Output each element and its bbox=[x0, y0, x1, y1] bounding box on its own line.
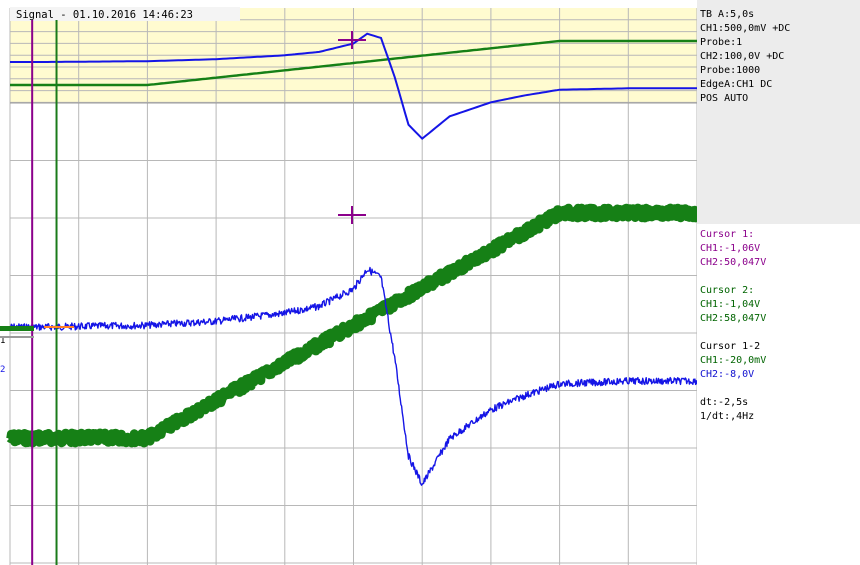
info-panel: TB A:5,0s CH1:500,0mV +DC Probe:1 CH2:10… bbox=[697, 0, 860, 565]
ch2-probe-label: Probe:1000 bbox=[700, 65, 761, 76]
ch2-marker-label: 2 bbox=[0, 365, 5, 375]
timebase-label: TB A:5,0s bbox=[700, 9, 755, 20]
settings-panel: TB A:5,0s CH1:500,0mV +DC Probe:1 CH2:10… bbox=[697, 0, 860, 224]
cursor2-ch2: CH2:58,047V bbox=[700, 313, 767, 324]
cursor2-title: Cursor 2: bbox=[700, 285, 755, 296]
overview-ch2-trace bbox=[10, 39, 697, 87]
position-label: POS AUTO bbox=[700, 93, 749, 104]
cursor1-ch1: CH1:-1,06V bbox=[700, 243, 761, 254]
overview-ch1-trace bbox=[10, 32, 697, 141]
main-traces bbox=[6, 31, 702, 486]
ch1-trace bbox=[9, 266, 698, 486]
cursor-diff-title: Cursor 1-2 bbox=[700, 341, 761, 352]
overview-traces bbox=[10, 32, 697, 141]
title-text: Signal - 01.10.2016 14:46:23 bbox=[16, 9, 193, 21]
ch2-trace bbox=[6, 203, 702, 448]
title-bar bbox=[10, 7, 240, 21]
ch1-marker-label: 1 bbox=[0, 336, 5, 346]
channel-markers: 1 2 bbox=[0, 326, 34, 375]
cursor-lines[interactable] bbox=[31, 20, 74, 565]
trigger-label: EdgeA:CH1 DC bbox=[700, 79, 773, 90]
cursor1-ch2: CH2:50,047V bbox=[700, 257, 767, 268]
reference-line bbox=[0, 336, 34, 338]
ch1-probe-label: Probe:1 bbox=[700, 37, 743, 48]
cursor-diff-ch2: CH2:-8,0V bbox=[700, 369, 755, 380]
cursor-diff-freq: 1/dt:,4Hz bbox=[700, 411, 755, 422]
cursor2-ch1: CH1:-1,04V bbox=[700, 299, 761, 310]
ch2-reference-bar bbox=[0, 326, 34, 331]
main-trigger-marker bbox=[338, 206, 366, 224]
ch2-scale-label: CH2:100,0V +DC bbox=[700, 51, 785, 62]
ch1-scale-label: CH1:500,0mV +DC bbox=[700, 23, 791, 34]
overview-trigger-marker bbox=[338, 31, 366, 49]
cursor-diff-dt: dt:-2,5s bbox=[700, 397, 749, 408]
main-grid bbox=[9, 102, 698, 565]
cursor1-title: Cursor 1: bbox=[700, 229, 755, 240]
cursor-diff-ch1: CH1:-20,0mV bbox=[700, 355, 767, 366]
